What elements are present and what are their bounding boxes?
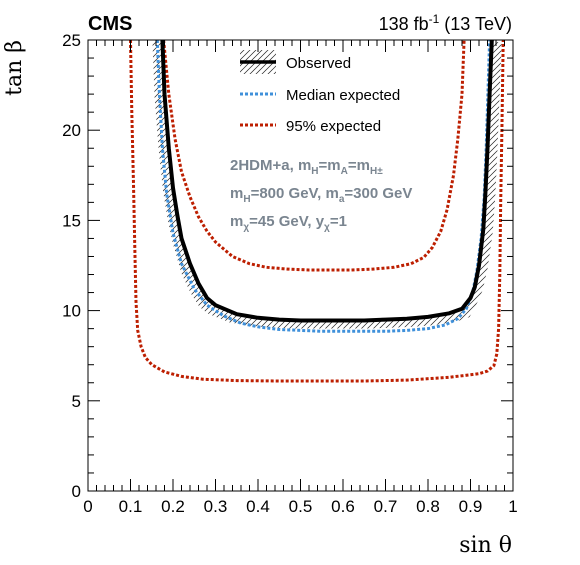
experiment-label: CMS — [88, 13, 132, 35]
series-95-lower-line — [129, 40, 505, 383]
model-annotation: 2HDM+a, mH=mA=mH± mH=800 GeV, ma=300 GeV… — [230, 157, 412, 233]
luminosity-label: 138 fb-1 (13 TeV) — [379, 12, 512, 34]
x-tick-label: 0.3 — [204, 497, 228, 516]
plot-frame — [87, 39, 514, 492]
model-line-1: 2HDM+a, mH=mA=mH± — [230, 157, 383, 177]
model-line-2: mH=800 GeV, ma=300 GeV — [230, 185, 412, 205]
y-tick-label: 25 — [62, 31, 81, 50]
x-tick-label: 0.8 — [416, 497, 440, 516]
x-tick-label: 0.7 — [374, 497, 398, 516]
legend-95-label: 95% expected — [286, 118, 381, 135]
legend-median-label: Median expected — [286, 87, 400, 104]
y-axis-title: tan β — [2, 40, 27, 96]
y-tick-label: 20 — [62, 121, 81, 140]
series-observed-line — [160, 40, 494, 323]
y-tick-label: 0 — [72, 482, 81, 501]
x-tick-label: 0.4 — [246, 497, 270, 516]
x-tick-label: 0.1 — [119, 497, 143, 516]
x-axis-title: sin θ — [459, 533, 512, 558]
x-tick-label: 0.6 — [331, 497, 355, 516]
x-tick-label: 0 — [83, 497, 92, 516]
y-tick-label: 10 — [62, 302, 81, 321]
model-line-3: mχ=45 GeV, yχ=1 — [230, 213, 347, 233]
legend-observed-label: Observed — [286, 55, 351, 72]
legend: Observed Median expected 95% expected — [240, 50, 400, 135]
x-tick-label: 0.9 — [459, 497, 483, 516]
axis-ticks — [87, 39, 514, 492]
y-tick-label: 5 — [72, 392, 81, 411]
y-tick-label: 15 — [62, 211, 81, 230]
x-tick-label: 0.2 — [161, 497, 185, 516]
x-tick-label: 1 — [508, 497, 517, 516]
series-95-upper-line — [162, 40, 466, 272]
x-tick-label: 0.5 — [289, 497, 313, 516]
curves-layer — [129, 40, 505, 383]
